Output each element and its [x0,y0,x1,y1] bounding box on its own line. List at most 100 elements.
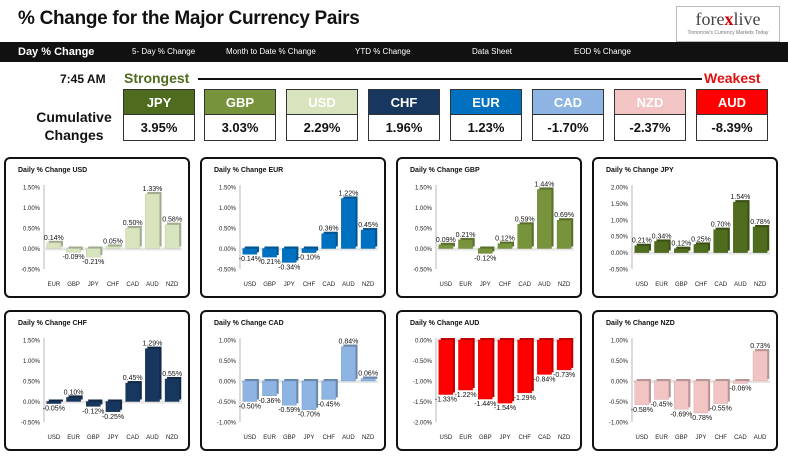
y-tick-label: 0.50% [219,227,237,233]
x-tick-label: CAD [714,282,727,288]
bar [164,378,180,402]
bar [145,348,160,402]
y-tick-label: 2.00% [611,186,629,192]
chart-title: Daily % Change GBP [410,167,480,174]
bar [537,339,552,375]
bar [713,380,729,404]
bar [46,242,62,249]
currency-card-usd: USD 2.29% [286,89,358,141]
nav-month-to-date-change[interactable]: Month to Date % Change [226,47,316,56]
bar [752,350,768,382]
nav-5-day-change[interactable]: 5- Day % Change [132,47,196,56]
x-tick-label: NZD [754,282,767,288]
bar-value-label: -0.59% [278,407,300,414]
nav-data-sheet[interactable]: Data Sheet [472,47,513,56]
bar-value-label: -0.09% [62,254,84,261]
y-tick-label: -0.50% [21,268,41,274]
bar [360,378,376,382]
nav-eod-change[interactable]: EOD % Change [574,47,631,56]
y-tick-label: 0.00% [219,247,237,253]
bar-value-label: -0.06% [729,385,751,392]
x-tick-label: JPY [303,435,314,441]
currency-change: -1.70% [532,115,604,141]
x-tick-label: CHF [695,282,708,288]
bar [341,198,356,249]
chart-eur: 1.50% 1.00% 0.50% 0.00% -0.50%-0.14% USD -0.21… [217,185,378,288]
title-bar: % Change for the Major Currency Pairs fo… [0,0,788,42]
currency-code: GBP [204,89,276,115]
bar-value-label: 0.45% [123,375,143,382]
cumulative-changes-label: Cumulative Changes [36,109,112,143]
currency-card-nzd: NZD -2.37% [614,89,686,141]
x-tick-label: AUD [146,435,159,441]
bar-value-label: -0.73% [553,372,575,379]
bar [497,243,513,249]
x-tick-label: GBP [479,435,492,441]
currency-code: USD [286,89,358,115]
currency-change: -2.37% [614,115,686,141]
y-tick-label: 1.00% [415,206,433,212]
bar-value-label: 0.05% [103,238,123,245]
chart-jpy: 2.00% 1.50% 1.00% 0.50% 0.00% -0.50% 0.21% USD 0… [609,185,770,288]
chart-panel-gbp: Daily % Change GBP 1.50% 1.00% 0.50% 0.00% -… [396,157,582,298]
bar-value-label: 0.09% [436,237,456,244]
currency-card-chf: CHF 1.96% [368,89,440,141]
y-tick-label: 1.00% [219,339,237,345]
bar-value-label: -0.12% [474,255,496,262]
x-tick-label: NZD [166,435,179,441]
x-tick-label: GBP [675,282,688,288]
currency-code: AUD [696,89,768,115]
x-tick-label: CAD [322,282,335,288]
currency-change: 2.29% [286,115,358,141]
x-tick-label: AUD [754,435,767,441]
y-tick-label: 1.00% [219,206,237,212]
bar-value-label: 0.34% [652,233,672,240]
bar [517,339,533,394]
nav-ytd-change[interactable]: YTD % Change [355,47,411,56]
x-tick-label: CHF [323,435,336,441]
nav-day-change[interactable]: Day % Change [18,46,95,58]
x-tick-label: CAD [126,282,139,288]
chart-title: Daily % Change AUD [410,320,480,327]
bar [438,339,454,395]
y-tick-label: 1.00% [611,339,629,345]
bar-value-label: -0.50% [239,404,261,411]
y-tick-label: 0.50% [415,227,433,233]
x-tick-label: EUR [263,435,276,441]
bar [85,248,101,258]
bar-value-label: 1.44% [534,181,554,188]
bar-value-label: 0.21% [632,238,652,245]
x-tick-label: CAD [538,435,551,441]
bar [733,380,748,384]
bar-value-label: -0.55% [710,406,732,413]
y-tick-label: -0.50% [217,268,237,274]
x-tick-label: NZD [166,282,179,288]
bar [477,248,493,254]
y-tick-label: 1.00% [611,218,629,224]
bar-value-label: 0.36% [319,226,339,233]
x-tick-label: AUD [342,282,355,288]
forexlive-logo[interactable]: forexlive Tomorrow's Currency Markets To… [676,6,780,42]
currency-card-gbp: GBP 3.03% [204,89,276,141]
chart-gbp: 1.50% 1.00% 0.50% 0.00% -0.50% 0.09% USD 0.21% E… [413,181,574,288]
bar [634,245,650,253]
x-tick-label: EUR [48,282,61,288]
currency-change: -8.39% [696,115,768,141]
chart-chf: 1.50% 1.00% 0.50% 0.00% -0.50% -0.05% USD 0.10%… [21,338,182,441]
bar-value-label: -0.14% [239,256,261,263]
y-tick-label: 0.50% [611,235,629,241]
x-tick-label: CHF [715,435,728,441]
x-tick-label: CAD [518,282,531,288]
y-tick-label: 1.50% [415,186,433,192]
bar [556,220,572,249]
bar [654,241,669,253]
x-tick-label: JPY [107,435,118,441]
currency-change: 3.03% [204,115,276,141]
x-tick-label: GBP [675,435,688,441]
bar [281,380,297,406]
bar [537,189,552,249]
bar-value-label: 0.10% [64,389,84,396]
currency-card-jpy: JPY 3.95% [123,89,195,141]
bar [105,401,121,412]
bar [125,382,141,402]
